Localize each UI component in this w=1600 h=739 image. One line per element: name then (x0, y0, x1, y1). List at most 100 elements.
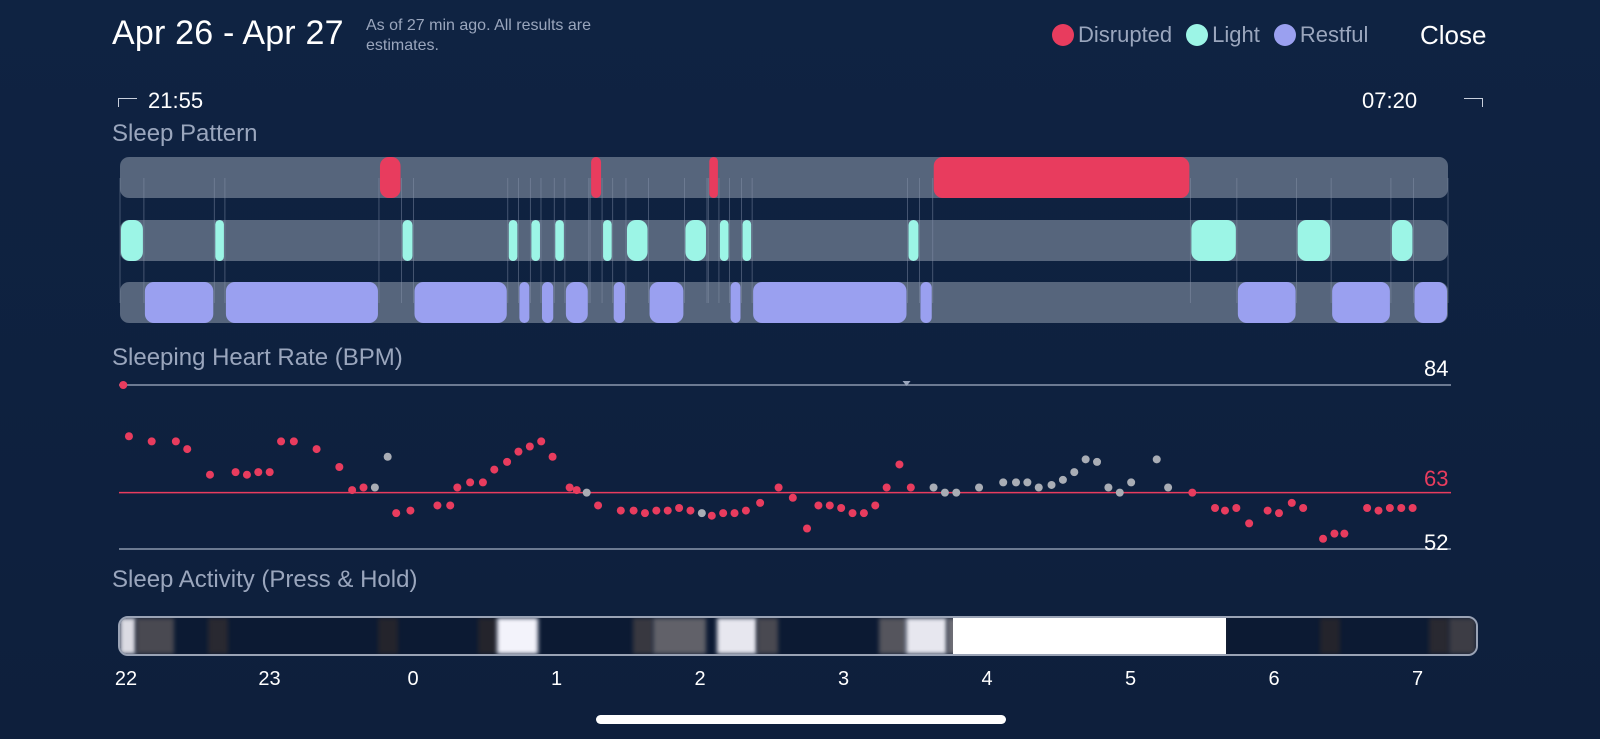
hr-point (675, 504, 684, 512)
time-axis-tick: 6 (1268, 668, 1280, 690)
time-axis-tick: 4 (981, 668, 993, 690)
hr-point (848, 509, 857, 518)
activity-segment (496, 618, 538, 654)
legend-item-restful: Restful (1273, 22, 1368, 48)
end-time: 07:20 (1362, 88, 1418, 113)
hr-point (119, 381, 128, 389)
hr-point (741, 506, 750, 515)
hr-point (525, 442, 534, 451)
hr-max-label: 84 (1424, 356, 1449, 381)
heart-rate-heading: Sleeping Heart Rate (BPM) (112, 344, 403, 371)
light-segment (908, 220, 919, 261)
hr-point (1330, 529, 1339, 538)
hr-point (788, 493, 797, 502)
restful-segment (541, 282, 554, 323)
light-segment (555, 220, 564, 261)
legend-label-disrupted: Disrupted (1078, 22, 1173, 47)
time-axis-tick: 3 (837, 668, 850, 690)
hr-point (825, 501, 834, 510)
hr-point (254, 468, 263, 477)
hr-point (548, 452, 557, 461)
restful-segment (920, 282, 932, 323)
track-disrupted (120, 157, 1448, 198)
hr-point (1152, 455, 1161, 464)
hr-min-label: 52 (1424, 530, 1449, 555)
hr-point (453, 483, 462, 492)
hr-point (478, 478, 487, 487)
hr-point (406, 506, 415, 515)
hr-point (895, 460, 904, 469)
light-segment (626, 220, 648, 261)
restful-segment (565, 282, 588, 323)
hr-point (697, 509, 706, 518)
hr-point (1164, 483, 1173, 492)
light-segment (1297, 220, 1331, 261)
restful-segment (144, 282, 214, 323)
activity-segment (879, 618, 907, 654)
time-axis-tick: 22 (114, 668, 138, 690)
sleep-activity-bar[interactable] (118, 616, 1478, 656)
light-segment (508, 220, 518, 261)
hr-point (147, 437, 156, 446)
hr-point (719, 509, 728, 518)
hr-point (730, 509, 739, 518)
restful-segment (225, 282, 378, 323)
hr-point (1263, 506, 1272, 515)
hr-point (1023, 478, 1032, 487)
close-button[interactable]: Close (1420, 20, 1487, 50)
hr-point (572, 486, 581, 495)
hr-point (289, 437, 298, 446)
hr-point (565, 483, 574, 492)
hr-point (1287, 498, 1296, 507)
hr-point (446, 501, 455, 510)
hr-point (171, 437, 180, 446)
hr-point (1319, 534, 1328, 543)
hr-point (1408, 504, 1417, 512)
home-indicator[interactable] (596, 715, 1006, 724)
hr-point (663, 506, 672, 515)
hr-point (277, 437, 286, 446)
hr-point (1093, 457, 1102, 466)
activity-segment (906, 618, 948, 654)
hr-point (1374, 506, 1383, 515)
hr-point (1385, 504, 1394, 512)
activity-segment (1428, 618, 1449, 654)
activity-segment (757, 618, 778, 654)
hr-point (952, 488, 961, 497)
activity-segment (477, 618, 497, 654)
hr-point (1070, 468, 1079, 477)
hr-point (707, 511, 716, 520)
hr-point (640, 509, 649, 518)
hr-point (1115, 488, 1124, 497)
activity-segment (136, 618, 175, 654)
time-axis-tick: 5 (1124, 668, 1137, 690)
hr-point (756, 498, 765, 507)
hr-point (1340, 529, 1349, 538)
hr-point (183, 445, 192, 454)
time-axis-tick: 1 (550, 668, 563, 690)
activity-segment (1448, 618, 1476, 654)
legend-item-light: Light (1186, 22, 1260, 48)
hr-point (859, 509, 868, 518)
activity-segment (1320, 618, 1341, 654)
hr-point (490, 465, 499, 474)
activity-segment (377, 618, 398, 654)
hr-point (348, 486, 357, 495)
hr-point (1220, 506, 1229, 515)
hr-point (803, 524, 812, 533)
hr-point (205, 470, 214, 479)
restful-segment (414, 282, 507, 323)
hr-point (616, 506, 625, 515)
restful-segment (730, 282, 741, 323)
hr-point (871, 501, 880, 510)
time-axis-tick: 0 (407, 668, 419, 690)
track-light (120, 220, 1448, 261)
hr-point (335, 463, 344, 471)
hr-point (370, 483, 379, 492)
activity-segment (716, 618, 758, 654)
hr-point (652, 506, 661, 515)
legend-label-light: Light (1212, 22, 1260, 47)
hr-marker-icon (902, 381, 911, 386)
hr-point (1232, 504, 1241, 512)
